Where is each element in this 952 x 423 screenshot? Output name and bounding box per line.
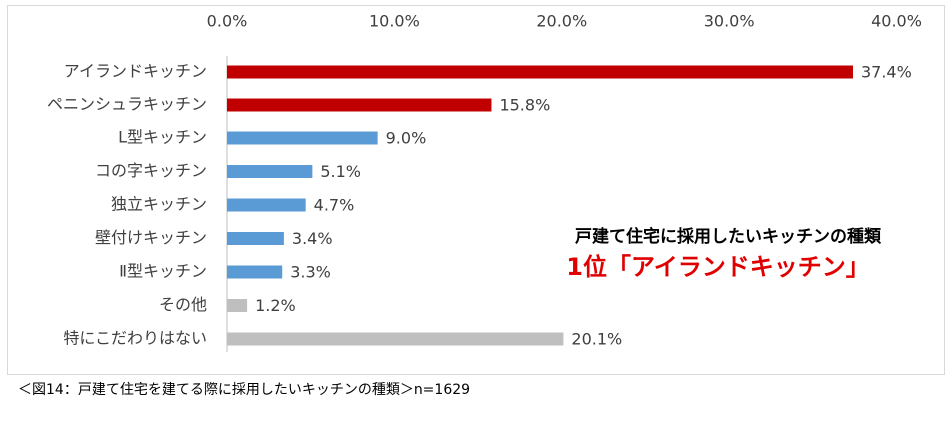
value-label: 3.4%	[292, 229, 333, 248]
bar	[227, 165, 313, 178]
category-label: 特にこだわりはない	[63, 329, 207, 348]
bar	[227, 265, 283, 279]
bar	[227, 232, 284, 245]
category-label: Ⅱ型キッチン	[119, 262, 207, 281]
x-tick-label: 10.0%	[369, 12, 420, 31]
value-label: 15.8%	[499, 96, 550, 115]
caption: ＜図14：戸建て住宅を建てる際に採用したいキッチンの種類＞n=1629	[18, 382, 470, 398]
category-label: ペニンシュラキッチン	[47, 95, 207, 114]
value-label: 3.3%	[290, 263, 331, 282]
value-label: 20.1%	[571, 330, 622, 349]
category-label: 壁付けキッチン	[95, 228, 207, 247]
category-label: L型キッチン	[118, 128, 207, 147]
category-label: アイランドキッチン	[64, 62, 207, 81]
value-label: 5.1%	[320, 162, 361, 181]
x-tick-label: 30.0%	[704, 12, 755, 31]
category-label: コの字キッチン	[95, 161, 207, 180]
bar	[227, 332, 564, 346]
value-label: 9.0%	[386, 129, 427, 148]
annotation: 戸建て住宅に採用したいキッチンの種類	[575, 226, 882, 247]
bar	[227, 198, 306, 212]
x-tick-label: 0.0%	[207, 12, 248, 31]
annotation-highlight: 1位「アイランドキッチン」	[566, 253, 870, 281]
bar	[227, 131, 378, 145]
category-label: その他	[159, 295, 207, 314]
value-label: 37.4%	[861, 63, 912, 82]
x-tick-label: 20.0%	[536, 12, 587, 31]
value-label: 1.2%	[255, 296, 296, 315]
bar	[227, 299, 248, 312]
value-label: 4.7%	[314, 196, 355, 215]
bar	[227, 65, 853, 79]
category-label: 独立キッチン	[111, 195, 207, 214]
x-tick-label: 40.0%	[871, 12, 922, 31]
bar	[227, 98, 492, 112]
